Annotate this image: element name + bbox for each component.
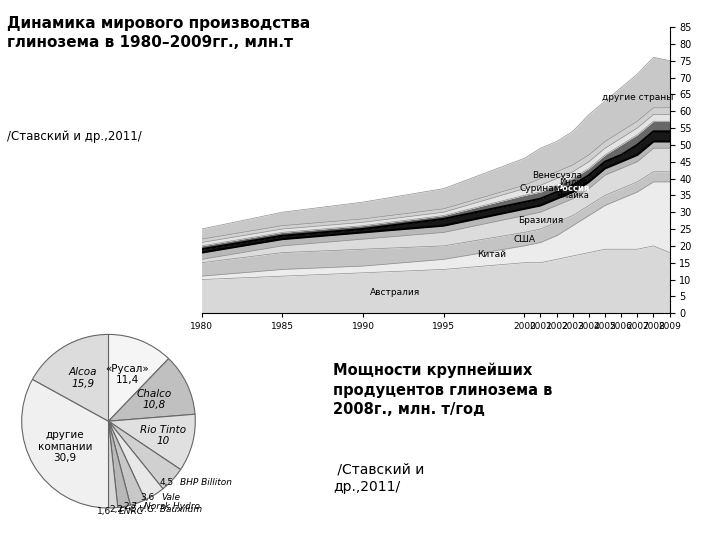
Wedge shape	[109, 421, 118, 508]
Wedge shape	[109, 359, 195, 421]
Text: 2,7: 2,7	[123, 502, 138, 511]
Text: Китай: Китай	[477, 250, 507, 259]
Text: Динамика мирового производства
глинозема в 1980–2009гг., млн.т: Динамика мирового производства глинозема…	[7, 16, 310, 50]
Text: ENRC: ENRC	[119, 507, 143, 516]
Text: Rio Tinto
10: Rio Tinto 10	[140, 424, 186, 446]
Text: Россия: Россия	[556, 184, 590, 193]
Text: Vale: Vale	[161, 494, 181, 502]
Text: Мощности крупнейших
продуцентов глинозема в
2008г., млн. т/год: Мощности крупнейших продуцентов глинозем…	[333, 363, 552, 417]
Wedge shape	[109, 421, 163, 500]
Text: 1,6: 1,6	[97, 507, 112, 516]
Text: Суринам: Суринам	[520, 184, 562, 193]
Text: 4,5: 4,5	[159, 478, 174, 487]
Wedge shape	[109, 421, 145, 505]
Text: другие страны: другие страны	[602, 93, 673, 102]
Wedge shape	[109, 334, 168, 421]
Text: 2,2: 2,2	[109, 505, 123, 515]
Wedge shape	[109, 421, 130, 508]
Text: Индия: Индия	[559, 177, 587, 186]
Text: Бразилия: Бразилия	[518, 216, 563, 225]
Text: BHP Billiton: BHP Billiton	[180, 478, 233, 487]
Text: Alcoa
15,9: Alcoa 15,9	[68, 367, 97, 389]
Wedge shape	[109, 414, 195, 470]
Text: C.V.G. Bauxilum: C.V.G. Bauxilum	[130, 505, 202, 515]
Text: /Ставский и др.,2011/: /Ставский и др.,2011/	[7, 130, 142, 143]
Wedge shape	[32, 334, 109, 421]
Text: /Ставский и
др.,2011/: /Ставский и др.,2011/	[333, 462, 424, 494]
Text: Norsk Hydro: Norsk Hydro	[144, 502, 200, 511]
Text: другие
компании
30,9: другие компании 30,9	[38, 430, 92, 463]
Text: Ямайка: Ямайка	[557, 191, 589, 200]
Wedge shape	[109, 421, 181, 489]
Text: «Русал»
11,4: «Русал» 11,4	[105, 364, 149, 386]
Text: 3,6: 3,6	[140, 494, 155, 502]
Wedge shape	[22, 379, 109, 508]
Text: Венесуэла: Венесуэла	[531, 171, 582, 180]
Text: Австралия: Австралия	[370, 288, 420, 298]
Text: США: США	[513, 234, 536, 244]
Text: Chalco
10,8: Chalco 10,8	[136, 389, 171, 410]
